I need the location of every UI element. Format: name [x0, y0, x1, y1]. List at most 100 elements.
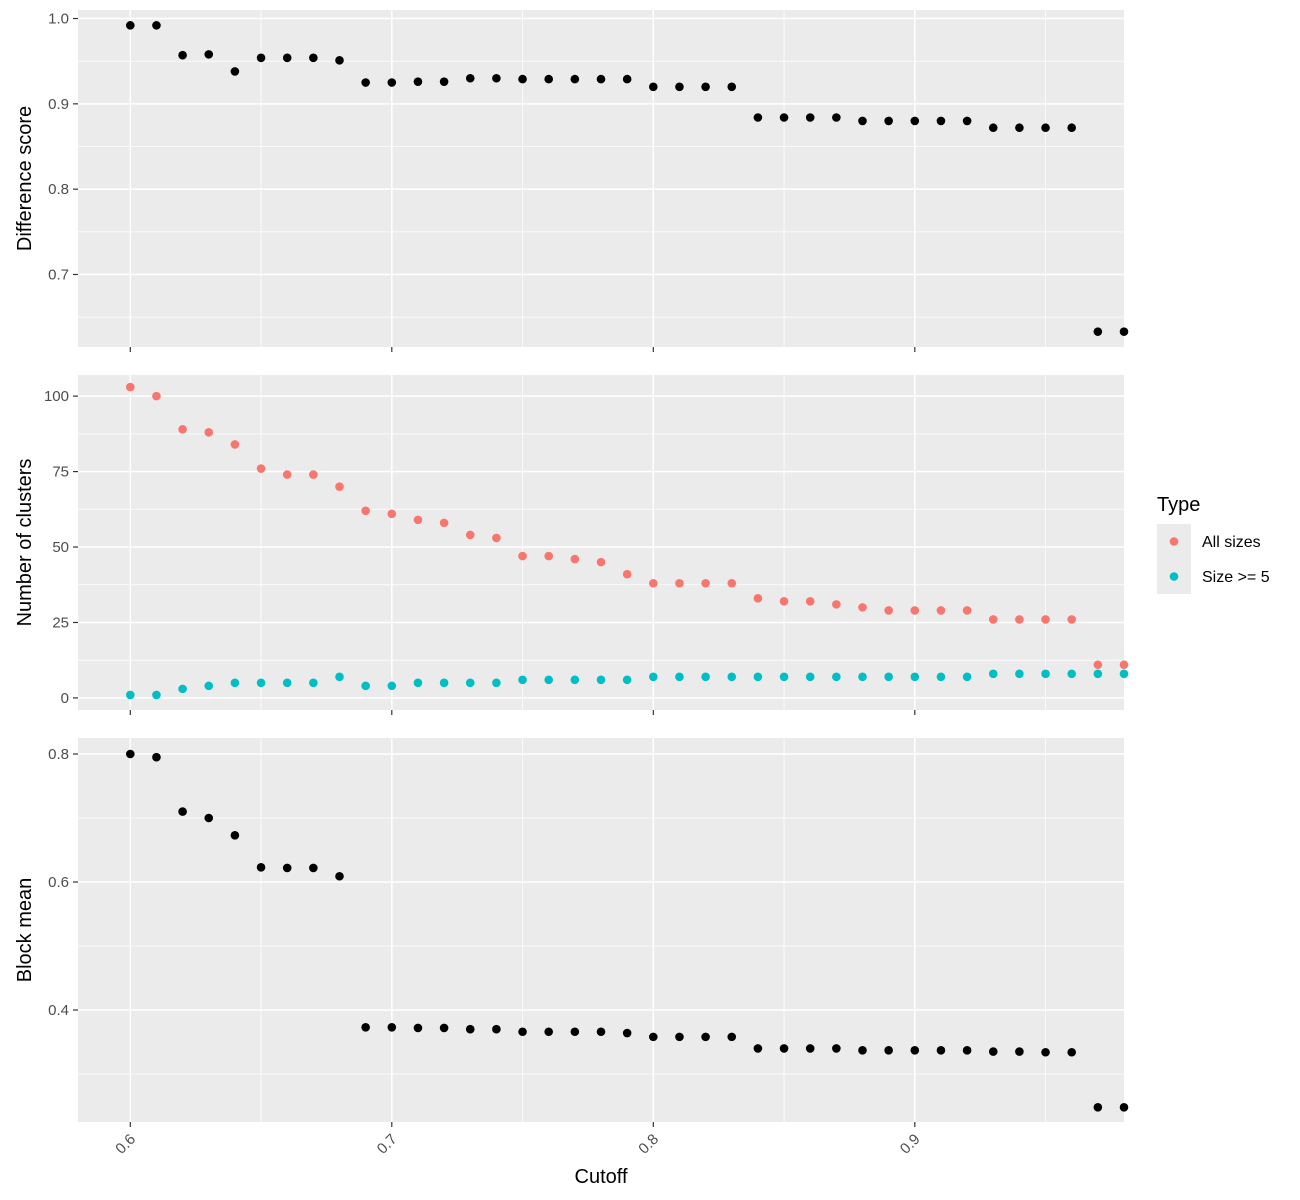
data-point [361, 1022, 370, 1032]
y-tick-label: 1.0 [48, 11, 69, 28]
data-point [622, 1028, 632, 1038]
x-axis-title: Cutoff [575, 1166, 628, 1188]
data-point [779, 113, 789, 122]
data-point [675, 578, 684, 588]
data-point [413, 515, 423, 525]
data-point [387, 1022, 397, 1032]
data-point [753, 113, 763, 122]
data-point [1093, 660, 1103, 670]
data-point [152, 391, 161, 401]
data-point [413, 678, 423, 688]
data-point [936, 116, 946, 126]
data-point [962, 116, 972, 126]
data-point [1041, 1047, 1050, 1057]
data-point [988, 1047, 998, 1056]
data-point [675, 672, 684, 682]
legend-entries: All sizes Size >= 5 [1157, 524, 1270, 594]
data-point [1119, 327, 1129, 336]
data-point [230, 678, 240, 688]
data-point [309, 863, 318, 873]
legend-title: Type [1157, 494, 1200, 516]
data-point [753, 594, 763, 603]
data-point [701, 672, 710, 682]
data-point [779, 597, 789, 606]
data-point [675, 82, 684, 92]
data-point [1015, 123, 1024, 133]
data-point [309, 53, 318, 63]
data-point [832, 600, 841, 609]
data-point [962, 606, 972, 615]
data-point [649, 578, 658, 588]
data-point [178, 807, 187, 816]
data-point [622, 569, 632, 579]
data-point [910, 606, 920, 615]
legend-key-dot [1169, 537, 1179, 546]
data-point [256, 53, 266, 63]
data-point [649, 672, 658, 682]
data-point [858, 116, 867, 126]
legend-entry: Size >= 5 [1157, 559, 1270, 594]
data-point [1015, 615, 1024, 624]
data-point [1067, 669, 1076, 679]
data-point [387, 78, 397, 87]
data-point [858, 1046, 867, 1055]
panel-background [78, 738, 1124, 1122]
y-axis-title: Difference score [14, 106, 36, 251]
data-point [282, 53, 292, 63]
data-point [649, 1032, 658, 1042]
data-point [570, 1027, 580, 1037]
data-point [1067, 615, 1076, 624]
y-tick-label: 0.9 [48, 96, 69, 113]
data-point [596, 557, 606, 567]
y-tick-label: 50 [52, 539, 69, 556]
data-point [1093, 327, 1103, 336]
data-point [439, 1023, 449, 1033]
data-point [544, 1027, 553, 1037]
data-point [753, 1044, 763, 1053]
data-point [1093, 669, 1103, 679]
data-point [465, 530, 475, 540]
panel-3: 0.4 0.6 0.8 Block mean [14, 738, 1129, 1127]
data-point [622, 74, 632, 84]
y-tick-label: 0.8 [48, 746, 69, 763]
data-point [910, 116, 920, 126]
series-1 [126, 21, 1129, 336]
data-point [622, 675, 632, 685]
data-point [361, 506, 370, 516]
data-point [544, 74, 553, 84]
data-point [727, 578, 737, 588]
data-point [962, 672, 972, 682]
data-point [910, 1046, 920, 1055]
data-point [805, 597, 815, 606]
data-point [204, 681, 214, 691]
data-point [413, 77, 423, 86]
y-tick-label: 0.6 [48, 874, 69, 891]
data-point [152, 752, 161, 762]
data-point [152, 690, 161, 700]
x-tick-label: 0.9 [897, 1131, 924, 1158]
data-point [936, 1046, 946, 1055]
data-point [335, 482, 344, 491]
data-point [204, 50, 214, 59]
data-point [518, 1027, 527, 1037]
series-1 [126, 749, 1129, 1112]
data-point [1015, 669, 1024, 679]
data-point [884, 606, 893, 615]
legend: Type All sizes Size >= 5 [1157, 494, 1270, 594]
data-point [988, 669, 998, 679]
legend-entry: All sizes [1157, 524, 1261, 559]
data-point [858, 672, 867, 682]
data-point [727, 1032, 737, 1042]
data-point [335, 56, 344, 65]
data-point [309, 678, 318, 688]
data-point [465, 1024, 475, 1034]
data-point [596, 74, 606, 84]
panel-2: 0 25 50 75 100 Number of clusters [14, 375, 1129, 715]
data-point [230, 440, 240, 449]
data-point [439, 678, 449, 688]
data-point [465, 678, 475, 688]
data-point [675, 1032, 684, 1042]
y-axis-title: Number of clusters [14, 459, 36, 627]
data-point [230, 830, 240, 840]
